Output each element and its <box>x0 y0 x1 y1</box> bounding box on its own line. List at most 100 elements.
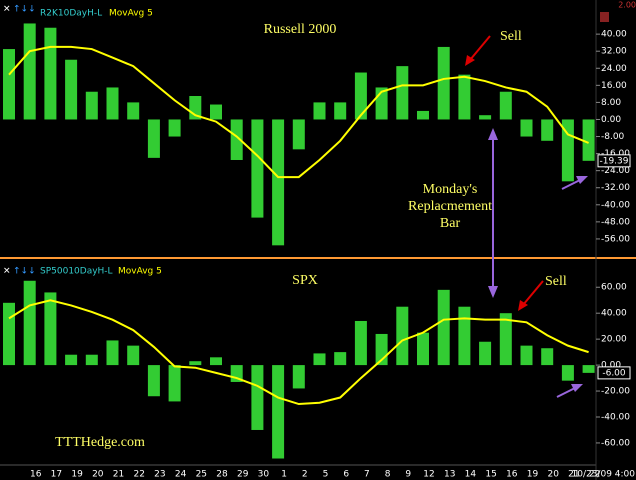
y-tick-label: -16.00 <box>601 149 630 159</box>
x-date-label: 10/23/09 4:00 <box>572 470 636 480</box>
bar <box>582 119 595 161</box>
annotation: Monday's <box>423 182 478 197</box>
y-tick-label: -60.00 <box>601 438 630 448</box>
bar <box>520 119 533 137</box>
bar <box>168 365 181 402</box>
bar <box>561 365 574 381</box>
annotation: TTTHedge.com <box>55 435 145 450</box>
y-tick-label: 20.00 <box>601 335 627 345</box>
icon[interactable]: ✕ <box>3 267 11 277</box>
value-label-text: -6.00 <box>602 368 626 378</box>
bar <box>417 332 429 366</box>
x-tick-label: 30 <box>258 470 270 480</box>
y-tick-label: 40.00 <box>601 309 627 319</box>
x-tick-label: 6 <box>343 470 349 480</box>
y-tick-label: -48.00 <box>601 217 630 227</box>
value-label-box <box>597 366 631 380</box>
bar <box>437 289 450 366</box>
arrow-head <box>571 384 583 392</box>
bar <box>106 87 119 120</box>
y-tick-label: -20.00 <box>601 387 630 397</box>
y-tick-label: 60.00 <box>601 283 627 293</box>
bar <box>23 280 36 366</box>
chart-title: SPX <box>292 273 318 288</box>
x-tick-label: 9 <box>405 470 411 480</box>
corner-label: 2.00 <box>618 1 636 10</box>
arrow-head <box>488 128 498 140</box>
x-tick-label: 22 <box>589 470 600 480</box>
bar <box>44 292 57 366</box>
bar <box>127 102 140 120</box>
bar <box>458 74 471 120</box>
corner-icon <box>600 12 609 22</box>
x-tick-label: 17 <box>51 470 62 480</box>
x-tick-label: 24 <box>175 470 187 480</box>
bar <box>189 361 202 366</box>
bar <box>168 119 181 137</box>
legend-entry: R2K10DayH-L <box>40 9 102 19</box>
bar <box>437 46 450 120</box>
x-tick-label: 20 <box>547 470 559 480</box>
bar <box>127 345 140 366</box>
icon[interactable]: ↑↓↓ <box>13 5 36 15</box>
bar <box>85 91 98 120</box>
bar <box>479 341 492 366</box>
x-tick-label: 1 <box>281 470 287 480</box>
y-tick-label: 0.00 <box>601 361 621 371</box>
annotation: Replacmement <box>408 199 492 214</box>
legend-entry: MovAvg 5 <box>118 267 162 277</box>
value-label-box <box>597 154 631 168</box>
x-tick-label: 16 <box>30 470 42 480</box>
icon[interactable]: ↑↓↓ <box>13 267 36 277</box>
bar <box>85 354 98 366</box>
x-tick-label: 29 <box>237 470 249 480</box>
bar <box>44 27 57 120</box>
legend-entry: MovAvg 5 <box>109 9 153 19</box>
x-tick-label: 23 <box>154 470 165 480</box>
x-tick-label: 22 <box>133 470 144 480</box>
bar <box>251 365 264 430</box>
y-tick-label: -56.00 <box>601 234 630 244</box>
bar <box>147 365 160 397</box>
annotation: Sell <box>500 29 522 44</box>
x-tick-label: 19 <box>527 470 539 480</box>
bar <box>3 302 15 366</box>
bar <box>210 104 222 120</box>
value-label: -6.00 <box>597 366 631 380</box>
y-tick-label: -40.00 <box>601 412 630 422</box>
value-label: -19.39 <box>597 154 631 168</box>
x-tick-label: 13 <box>444 470 455 480</box>
x-tick-label: 19 <box>71 470 83 480</box>
bar <box>147 119 160 158</box>
y-tick-label: 24.00 <box>601 64 627 74</box>
bar <box>499 313 512 366</box>
y-tick-label: 40.00 <box>601 30 627 40</box>
toolbar-icons[interactable]: ✕ ↑↓↓ ✕ ↑↓↓ <box>3 5 36 277</box>
sell-arrow <box>469 35 491 61</box>
bar <box>479 115 492 120</box>
bar <box>210 357 222 366</box>
bar <box>106 340 119 366</box>
bar <box>417 110 429 120</box>
bar <box>23 23 36 120</box>
bar <box>334 352 347 366</box>
bar <box>520 345 533 366</box>
bar <box>582 365 595 373</box>
bar <box>292 365 305 389</box>
bar <box>313 353 326 366</box>
x-tick-label: 5 <box>323 470 329 480</box>
bar <box>272 365 285 459</box>
bar <box>272 119 285 246</box>
bar <box>396 66 409 120</box>
icon[interactable]: ✕ <box>3 5 11 15</box>
bar <box>541 348 554 366</box>
arrow-head <box>576 176 588 184</box>
arrow-head <box>465 55 475 66</box>
bar <box>354 72 367 120</box>
bar <box>541 119 554 141</box>
y-tick-label: -32.00 <box>601 183 630 193</box>
sell-arrow <box>522 280 544 306</box>
bar <box>396 306 409 366</box>
